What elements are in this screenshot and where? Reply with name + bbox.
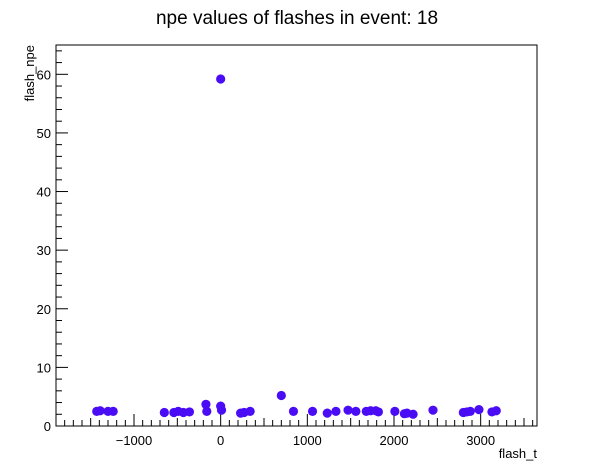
x-tick-label: 0 bbox=[217, 433, 224, 448]
y-tick-label: 30 bbox=[37, 243, 51, 258]
data-point bbox=[307, 406, 318, 416]
data-point bbox=[428, 405, 438, 415]
data-point bbox=[108, 406, 118, 416]
data-point bbox=[373, 407, 383, 417]
data-point bbox=[201, 399, 211, 409]
data-point bbox=[288, 406, 299, 416]
data-point bbox=[95, 406, 105, 416]
x-axis-ticks: −1000 0 1000 2000 3000 bbox=[55, 414, 534, 448]
y-tick-label: 20 bbox=[37, 302, 51, 317]
data-point bbox=[331, 406, 341, 416]
y-tick-label: 10 bbox=[37, 360, 51, 375]
plot-frame bbox=[55, 44, 538, 427]
data-point bbox=[245, 406, 255, 416]
data-point bbox=[351, 406, 361, 416]
data-point bbox=[276, 390, 286, 401]
y-tick-label: 0 bbox=[44, 419, 51, 434]
y-tick-label: 40 bbox=[37, 185, 51, 200]
data-point bbox=[159, 407, 169, 418]
y-axis-label: flash_npe bbox=[22, 45, 37, 101]
data-point bbox=[202, 406, 212, 416]
chart-title: npe values of flashes in event: 18 bbox=[156, 8, 438, 29]
data-point bbox=[322, 408, 332, 418]
x-tick-label: 2000 bbox=[380, 433, 409, 448]
data-point bbox=[216, 405, 227, 415]
x-tick-label: 3000 bbox=[466, 433, 495, 448]
data-point bbox=[465, 406, 475, 416]
data-point bbox=[408, 409, 418, 419]
data-point bbox=[474, 404, 484, 415]
x-axis-label: flash_t bbox=[499, 446, 538, 461]
y-tick-label: 60 bbox=[37, 67, 51, 82]
data-point bbox=[216, 74, 226, 84]
y-tick-label: 50 bbox=[37, 126, 51, 141]
x-tick-label: −1000 bbox=[116, 433, 153, 448]
data-markers bbox=[92, 74, 501, 419]
data-point bbox=[491, 406, 501, 416]
data-point bbox=[184, 407, 195, 417]
data-point bbox=[390, 406, 400, 416]
data-point bbox=[343, 405, 353, 415]
y-axis-ticks: 0 10 20 30 40 50 60 bbox=[37, 50, 68, 434]
x-tick-label: 1000 bbox=[293, 433, 322, 448]
